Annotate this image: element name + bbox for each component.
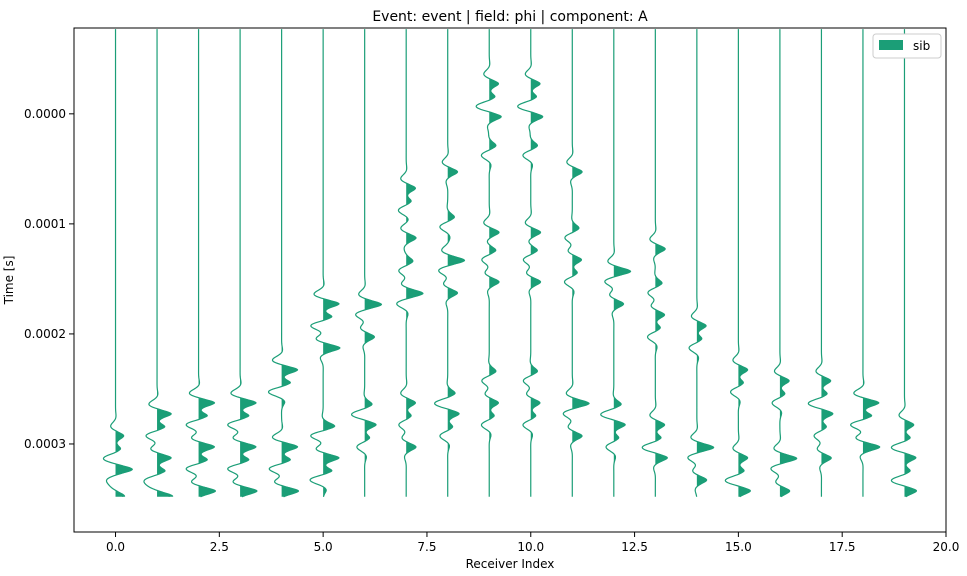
trace-line	[724, 29, 749, 498]
trace-line	[562, 29, 587, 497]
x-tick-label: 0.0	[106, 540, 125, 554]
trace-line	[850, 29, 877, 497]
trace-line	[641, 29, 666, 497]
trace-fill	[530, 29, 544, 497]
trace-line	[227, 29, 254, 498]
legend: sib	[872, 33, 942, 59]
x-tick-label: 7.5	[417, 540, 436, 554]
trace-receiver-19	[890, 29, 918, 498]
trace-fill	[240, 29, 258, 497]
trace-receiver-8	[434, 29, 466, 497]
x-tick-label: 20.0	[933, 540, 960, 554]
chart-title: Event: event | field: phi | component: A	[372, 9, 648, 25]
y-tick-label: 0.0000	[24, 107, 66, 121]
trace-fill	[115, 29, 133, 497]
x-tick-label: 10.0	[517, 540, 544, 554]
trace-line	[185, 29, 213, 498]
trace-fill	[198, 29, 217, 497]
trace-line	[517, 29, 541, 497]
legend-label: sib	[913, 39, 930, 53]
trace-fill	[821, 29, 834, 497]
trace-receiver-2	[185, 29, 217, 498]
x-tick-label: 2.5	[210, 540, 229, 554]
trace-receiver-3	[227, 29, 258, 498]
trace-fill	[489, 29, 502, 497]
trace-receiver-5	[309, 29, 341, 497]
trace-line	[102, 29, 130, 497]
trace-fill	[406, 29, 424, 497]
trace-line	[890, 29, 915, 498]
trace-line	[143, 29, 170, 497]
y-axis: 0.0000 0.0001 0.0002 0.0003	[24, 107, 74, 451]
trace-line	[267, 29, 296, 498]
trace-receiver-13	[641, 29, 668, 497]
x-tick-label: 15.0	[725, 540, 752, 554]
trace-receiver-7	[396, 29, 424, 497]
trace-receiver-4	[267, 29, 300, 498]
trace-receiver-17	[807, 29, 834, 497]
trace-receiver-16	[770, 29, 798, 498]
trace-receiver-15	[724, 29, 751, 498]
trace-line	[475, 29, 500, 497]
trace-fill	[779, 29, 798, 497]
trace-line	[770, 29, 794, 498]
traces-layer	[102, 29, 918, 498]
y-axis-label: Time [s]	[2, 256, 16, 306]
x-tick-label: 17.5	[829, 540, 856, 554]
trace-receiver-6	[351, 29, 383, 497]
x-tick-label: 5.0	[314, 540, 333, 554]
trace-fill	[572, 29, 590, 497]
trace-line	[600, 29, 628, 497]
x-axis-label: Receiver Index	[466, 557, 555, 571]
trace-receiver-10	[517, 29, 544, 497]
trace-receiver-9	[475, 29, 502, 497]
trace-line	[351, 29, 379, 497]
trace-line	[687, 29, 711, 497]
trace-receiver-14	[687, 29, 715, 497]
plot-area	[102, 29, 918, 498]
trace-fill	[862, 29, 881, 497]
trace-receiver-1	[143, 29, 174, 497]
y-tick-label: 0.0002	[24, 327, 66, 341]
plot-frame	[73, 27, 947, 533]
trace-line	[396, 29, 420, 497]
x-axis: 0.0 2.5 5.0 7.5 10.0 12.5 15.0 17.5 20.0	[106, 532, 959, 554]
trace-line	[807, 29, 832, 497]
trace-receiver-12	[600, 29, 632, 497]
y-tick-label: 0.0003	[24, 437, 66, 451]
trace-line	[309, 29, 337, 497]
trace-line	[434, 29, 462, 497]
legend-swatch	[879, 40, 903, 50]
trace-receiver-18	[850, 29, 881, 497]
trace-receiver-11	[562, 29, 590, 497]
x-tick-label: 12.5	[621, 540, 648, 554]
trace-fill	[696, 29, 715, 497]
y-tick-label: 0.0001	[24, 217, 66, 231]
trace-receiver-0	[102, 29, 133, 497]
